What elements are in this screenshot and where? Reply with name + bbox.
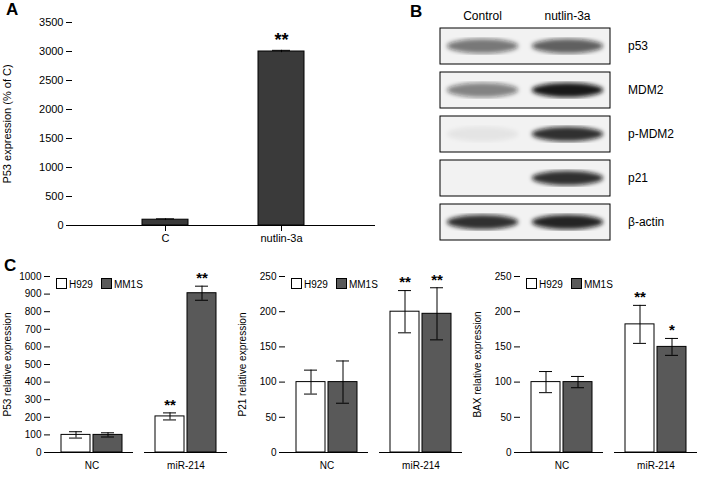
svg-text:1000: 1000 <box>39 161 63 173</box>
svg-text:50: 50 <box>265 412 277 423</box>
svg-text:250: 250 <box>260 271 277 282</box>
svg-text:250: 250 <box>495 271 512 282</box>
svg-text:P53 expression (% of C): P53 expression (% of C) <box>1 64 13 183</box>
svg-text:*: * <box>669 321 675 338</box>
svg-text:2000: 2000 <box>39 103 63 115</box>
svg-text:3000: 3000 <box>39 45 63 57</box>
svg-text:0: 0 <box>36 447 42 458</box>
svg-text:**: ** <box>164 396 176 413</box>
svg-text:100: 100 <box>495 376 512 387</box>
svg-text:3500: 3500 <box>39 16 63 28</box>
svg-text:NC: NC <box>320 460 334 471</box>
svg-text:miR-214: miR-214 <box>402 460 440 471</box>
svg-text:p53: p53 <box>628 39 648 53</box>
svg-text:**: ** <box>196 269 208 286</box>
svg-text:500: 500 <box>45 190 63 202</box>
svg-text:0: 0 <box>271 447 277 458</box>
svg-text:MDM2: MDM2 <box>628 83 664 97</box>
svg-text:500: 500 <box>25 359 42 370</box>
svg-text:NC: NC <box>85 460 99 471</box>
html-text:A: A <box>6 0 19 19</box>
svg-text:200: 200 <box>260 306 277 317</box>
svg-text:200: 200 <box>495 306 512 317</box>
html-text:H929: H929 <box>69 279 93 290</box>
svg-text:0: 0 <box>57 219 63 231</box>
svg-text:100: 100 <box>260 376 277 387</box>
svg-text:1000: 1000 <box>19 271 42 282</box>
html-text:H929: H929 <box>304 279 328 290</box>
svg-text:150: 150 <box>495 341 512 352</box>
svg-text:**: ** <box>399 273 411 290</box>
svg-text:miR-214: miR-214 <box>167 460 205 471</box>
svg-text:miR-214: miR-214 <box>637 460 675 471</box>
svg-text:100: 100 <box>25 429 42 440</box>
svg-text:NC: NC <box>555 460 569 471</box>
svg-text:**: ** <box>431 271 443 288</box>
svg-text:900: 900 <box>25 288 42 299</box>
svg-text:1500: 1500 <box>39 132 63 144</box>
svg-text:2500: 2500 <box>39 74 63 86</box>
svg-text:**: ** <box>274 30 288 50</box>
svg-text:700: 700 <box>25 324 42 335</box>
svg-text:Control: Control <box>463 9 502 23</box>
svg-text:P21 relative expression: P21 relative expression <box>237 313 248 417</box>
svg-text:β-actin: β-actin <box>628 215 664 229</box>
svg-text:nutlin-3a: nutlin-3a <box>260 232 303 244</box>
svg-text:nutlin-3a: nutlin-3a <box>544 9 590 23</box>
html-text:B: B <box>410 2 423 21</box>
html-text:MM1S: MM1S <box>583 279 613 290</box>
html-text:C: C <box>4 256 17 275</box>
svg-text:0: 0 <box>506 447 512 458</box>
svg-text:400: 400 <box>25 376 42 387</box>
svg-text:200: 200 <box>25 412 42 423</box>
svg-text:600: 600 <box>25 341 42 352</box>
html-text:MM1S: MM1S <box>113 279 143 290</box>
svg-text:p21: p21 <box>628 171 648 185</box>
svg-text:800: 800 <box>25 306 42 317</box>
html-text:MM1S: MM1S <box>348 279 378 290</box>
html-text:H929: H929 <box>539 279 563 290</box>
svg-text:BAX relative expression: BAX relative expression <box>472 311 483 417</box>
svg-text:**: ** <box>634 288 646 305</box>
svg-text:p-MDM2: p-MDM2 <box>628 127 674 141</box>
svg-text:P53 relative expression: P53 relative expression <box>2 313 13 417</box>
svg-text:C: C <box>162 232 170 244</box>
svg-text:50: 50 <box>500 412 512 423</box>
svg-text:300: 300 <box>25 394 42 405</box>
svg-text:150: 150 <box>260 341 277 352</box>
